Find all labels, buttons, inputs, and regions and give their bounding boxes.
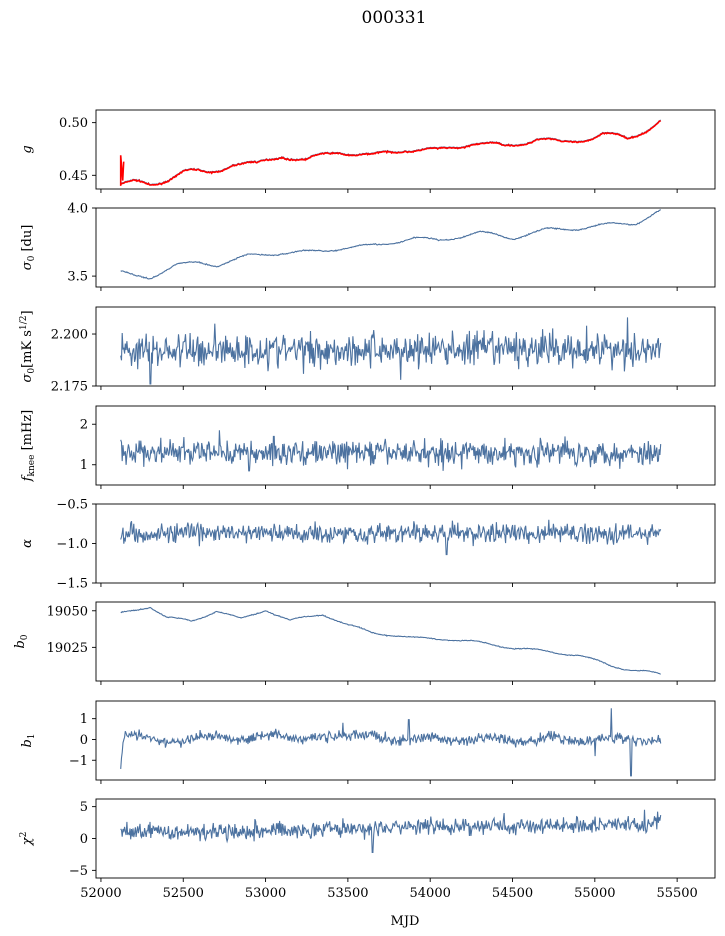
- y-tick-label: −5: [69, 864, 88, 879]
- panel-8: 52000 52500 53000 53500 54000 54500 55000 55500…: [19, 798, 716, 901]
- panel-frame: [95, 503, 716, 584]
- series-line-4: [120, 430, 662, 472]
- panel-6: 19025 19050 b0: [13, 601, 716, 685]
- y-axis-label: b0: [13, 634, 30, 648]
- panel-5: −1.5 −1.0 −0.5 α: [20, 498, 716, 592]
- panel-3: 2.175 2.200 σ0[mK s1/2]: [19, 306, 716, 395]
- y-tick-label: 2.175: [51, 380, 88, 395]
- y-tick-label: 0: [80, 832, 88, 847]
- series-line-6: [120, 606, 661, 675]
- panel-frame: [95, 306, 716, 387]
- y-tick-label: 19050: [47, 604, 88, 619]
- y-tick-label: −1: [69, 754, 88, 769]
- y-tick-label: 2.200: [51, 328, 88, 343]
- x-tick-label: 52500: [163, 886, 204, 901]
- x-axis-label: MJD: [391, 914, 420, 929]
- y-tick-label: −0.5: [56, 498, 88, 513]
- series-line-3: [120, 317, 662, 385]
- panel-7: −1 0 1 b1: [20, 700, 716, 784]
- y-tick-label: 1: [80, 712, 88, 727]
- panel-1: 0.45 0.50 g: [20, 109, 716, 193]
- series-line-5: [120, 519, 662, 556]
- y-tick-label: 3.5: [67, 270, 88, 285]
- y-tick-label: 5: [80, 800, 88, 815]
- y-axis-label: α: [20, 539, 35, 548]
- fit-line: [120, 119, 662, 186]
- fit-spike-start: [119, 155, 125, 186]
- y-axis-label: σ0 [du]: [20, 225, 37, 271]
- panel-2: 3.5 4.0 σ0 [du]: [20, 202, 716, 291]
- panel-frame: [95, 109, 716, 190]
- panels: 0.45 0.50 g 3.5 4.0 σ0 [du] 2.175 2.200 σ0[mK s1…: [13, 109, 716, 901]
- panel-frame: [95, 601, 716, 682]
- y-tick-label: −1.5: [56, 577, 88, 592]
- panel-frame: [95, 405, 716, 486]
- y-tick-label: 0.50: [59, 116, 88, 131]
- figure-title: 000331: [362, 8, 427, 28]
- x-tick-label: 54500: [492, 886, 533, 901]
- x-tick-label: 54000: [410, 886, 451, 901]
- panel-frame: [95, 700, 716, 781]
- y-axis-label: g: [20, 145, 35, 153]
- y-tick-label: 4.0: [67, 202, 88, 217]
- x-tick-label: 53000: [245, 886, 286, 901]
- y-tick-label: 0: [80, 733, 88, 748]
- y-axis-label: fknee [mHz]: [20, 410, 37, 483]
- y-tick-label: −1.0: [56, 537, 88, 552]
- y-tick-label: 19025: [47, 641, 88, 656]
- x-tick-label: 55000: [574, 886, 615, 901]
- series-line-8: [120, 809, 662, 854]
- series-line-2: [120, 209, 662, 280]
- panel-frame: [95, 207, 716, 288]
- y-axis-label: σ0[mK s1/2]: [19, 310, 37, 382]
- y-tick-label: 1: [80, 458, 88, 473]
- y-tick-label: 0.45: [59, 169, 88, 184]
- series-line-7: [120, 708, 662, 777]
- panel-4: 1 2 fknee [mHz]: [20, 405, 716, 489]
- x-tick-label: 52000: [80, 886, 121, 901]
- y-tick-label: 2: [80, 418, 88, 433]
- x-tick-label: 53500: [327, 886, 368, 901]
- x-tick-label: 55500: [656, 886, 697, 901]
- y-axis-label: b1: [20, 733, 37, 747]
- y-axis-label: χ2: [19, 832, 35, 847]
- panel-frame: [95, 798, 716, 879]
